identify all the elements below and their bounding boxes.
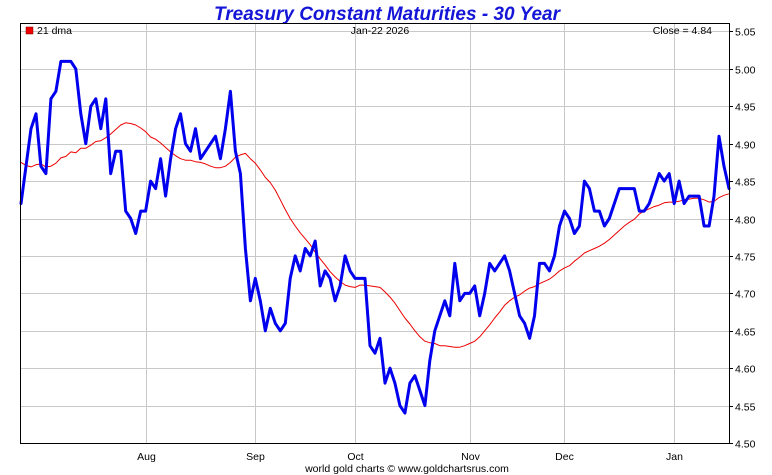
x-tick-label: Aug [137, 451, 156, 463]
x-tick-label: Sep [246, 451, 265, 463]
y-tick-label: 4.60 [735, 364, 756, 376]
y-tick-label: 4.85 [735, 177, 756, 189]
y-tick-label: 4.70 [735, 289, 756, 301]
chart-title: Treasury Constant Maturities - 30 Year [214, 4, 562, 25]
y-tick-label: 4.80 [735, 215, 756, 227]
x-tick-label: Nov [461, 451, 480, 463]
plot-frame [20, 23, 730, 444]
y-axis: 4.50 4.55 4.60 4.65 4.70 4.75 4.80 4.85 4.90 4.95… [729, 27, 756, 451]
y-tick-label: 5.00 [735, 65, 756, 77]
series-21-dma [20, 122, 730, 348]
21-dma-line [20, 122, 730, 348]
30-year-yield-line [19, 59, 731, 415]
y-tick-label: 4.65 [735, 327, 756, 339]
close-label: Close = 4.84 [653, 25, 712, 37]
series-30-year-yield [19, 59, 731, 415]
y-tick-label: 4.75 [735, 252, 756, 264]
y-tick-label: 5.05 [735, 27, 756, 39]
x-axis: Aug Sep Oct Nov Dec Jan [137, 451, 683, 463]
date-label: Jan-22 2026 [351, 25, 410, 37]
legend-label: 21 dma [37, 25, 72, 37]
legend-swatch [25, 26, 34, 35]
footer-credit: world gold charts © www.goldchartsrus.co… [304, 463, 509, 475]
x-tick-label: Dec [555, 451, 574, 463]
y-tick-label: 4.55 [735, 402, 756, 414]
y-tick-label: 4.50 [735, 439, 756, 451]
x-tick-label: Oct [347, 451, 363, 463]
y-tick-label: 4.90 [735, 140, 756, 152]
x-tick-label: Jan [666, 451, 683, 463]
y-tick-label: 4.95 [735, 102, 756, 114]
